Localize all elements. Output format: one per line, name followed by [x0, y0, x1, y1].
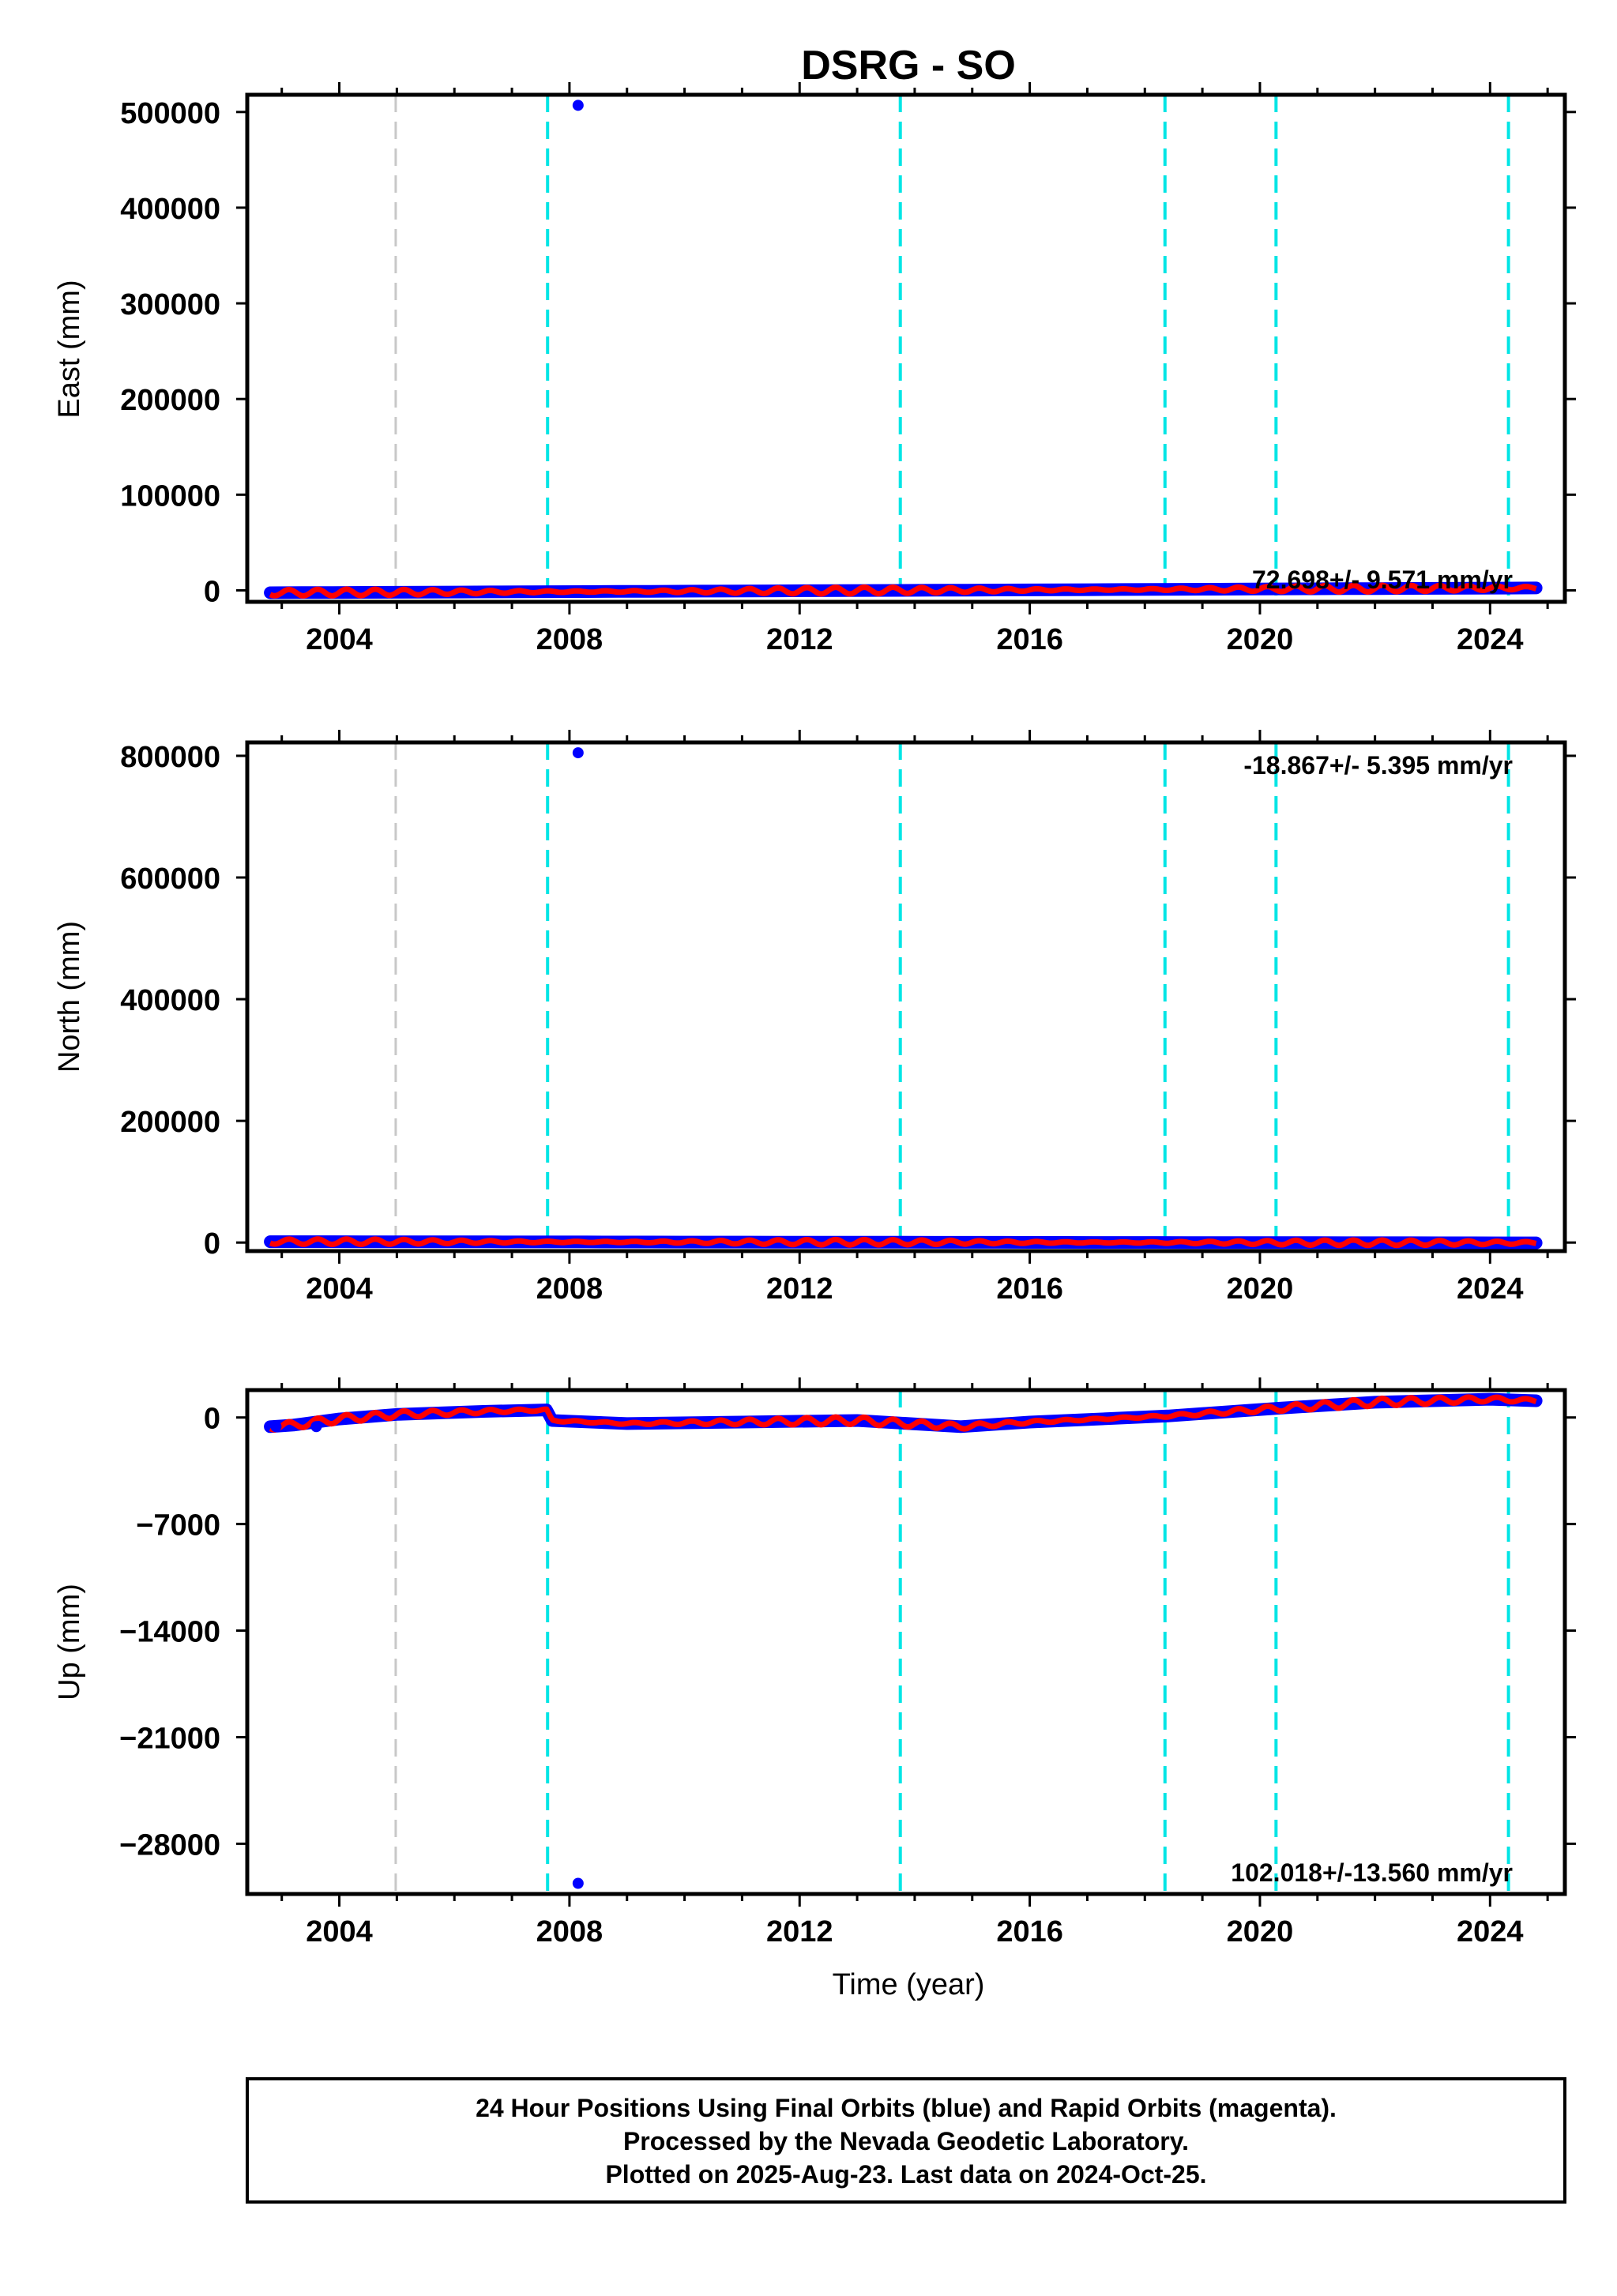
up-ytick-label: −28000 — [119, 1828, 220, 1862]
east-ytick-label: 500000 — [120, 97, 220, 130]
east-rate-label: 72.698+/- 9.571 mm/yr — [1252, 566, 1513, 594]
east-xtick-label: 2020 — [1227, 623, 1294, 656]
up-ytick-label: −14000 — [119, 1616, 220, 1649]
east-ylabel: East (mm) — [53, 280, 86, 418]
up-xtick-label: 2008 — [536, 1915, 604, 1948]
up-xtick-label: 2012 — [766, 1915, 833, 1948]
footer-line-1: 24 Hour Positions Using Final Orbits (bl… — [476, 2094, 1337, 2122]
east-xtick-label: 2008 — [536, 623, 604, 656]
up-xtick-label: 2020 — [1227, 1915, 1294, 1948]
north-panel: 0 200000 400000 600000 800000 2004 2008 2012 201… — [53, 730, 1576, 1306]
up-xtick-label: 2024 — [1457, 1915, 1524, 1948]
east-ytick-label: 100000 — [120, 479, 220, 513]
north-ytick-label: 200000 — [120, 1106, 220, 1139]
north-ytick-label: 0 — [204, 1227, 220, 1261]
up-xtick-label: 2004 — [306, 1915, 373, 1948]
east-plot-frame — [245, 92, 1567, 604]
north-model-fit — [269, 1236, 1537, 1249]
north-xtick-label: 2012 — [766, 1272, 833, 1306]
north-ylabel: North (mm) — [53, 921, 86, 1073]
up-rate-label: 102.018+/-13.560 mm/yr — [1231, 1858, 1513, 1887]
up-ylabel: Up (mm) — [53, 1584, 86, 1700]
footer-frame — [246, 2077, 1566, 2204]
up-ytick-label: −7000 — [136, 1509, 220, 1543]
footer-box: 24 Hour Positions Using Final Orbits (bl… — [246, 2077, 1566, 2204]
north-plot-frame — [245, 740, 1567, 1253]
east-xtick-label: 2004 — [306, 623, 373, 656]
north-ytick-label: 600000 — [120, 862, 220, 896]
footer-line-2: Processed by the Nevada Geodetic Laborat… — [623, 2127, 1189, 2155]
east-panel: 0 100000 200000 300000 400000 500000 2004 2008 2… — [53, 82, 1576, 656]
east-ytick-label: 0 — [204, 575, 220, 608]
north-ytick-label: 400000 — [120, 984, 220, 1017]
north-xtick-label: 2008 — [536, 1272, 604, 1306]
east-xtick-label: 2016 — [996, 623, 1063, 656]
east-ytick-label: 300000 — [120, 288, 220, 321]
north-xtick-label: 2004 — [306, 1272, 373, 1306]
east-xtick-label: 2024 — [1457, 623, 1524, 656]
east-outlier-point — [572, 100, 584, 111]
east-ytick-label: 200000 — [120, 384, 220, 417]
up-ytick-label: −21000 — [119, 1722, 220, 1755]
up-outlier-point — [270, 1421, 282, 1433]
north-ytick-label: 800000 — [120, 741, 220, 774]
footer-line-3: Plotted on 2025-Aug-23. Last data on 202… — [605, 2160, 1206, 2189]
east-xtick-label: 2012 — [766, 623, 833, 656]
up-ytick-label: 0 — [204, 1403, 220, 1436]
x-axis-label: Time (year) — [833, 1968, 985, 2001]
up-model-fit — [269, 1394, 1537, 1433]
up-plot-frame — [245, 1388, 1567, 1896]
chart-title: DSRG - SO — [801, 43, 1016, 88]
north-xtick-label: 2016 — [996, 1272, 1063, 1306]
north-outlier-point — [572, 747, 584, 759]
up-panel: 0 −7000 −14000 −21000 −28000 2004 2008 2012 2016… — [53, 1377, 1576, 1948]
up-outlier-point — [310, 1421, 322, 1433]
north-xtick-label: 2024 — [1457, 1272, 1524, 1306]
east-model-fit — [269, 582, 1537, 599]
east-ytick-label: 400000 — [120, 193, 220, 226]
up-outlier-point — [572, 1877, 584, 1889]
up-xtick-label: 2016 — [996, 1915, 1063, 1948]
north-xtick-label: 2020 — [1227, 1272, 1294, 1306]
north-rate-label: -18.867+/- 5.395 mm/yr — [1243, 751, 1513, 780]
